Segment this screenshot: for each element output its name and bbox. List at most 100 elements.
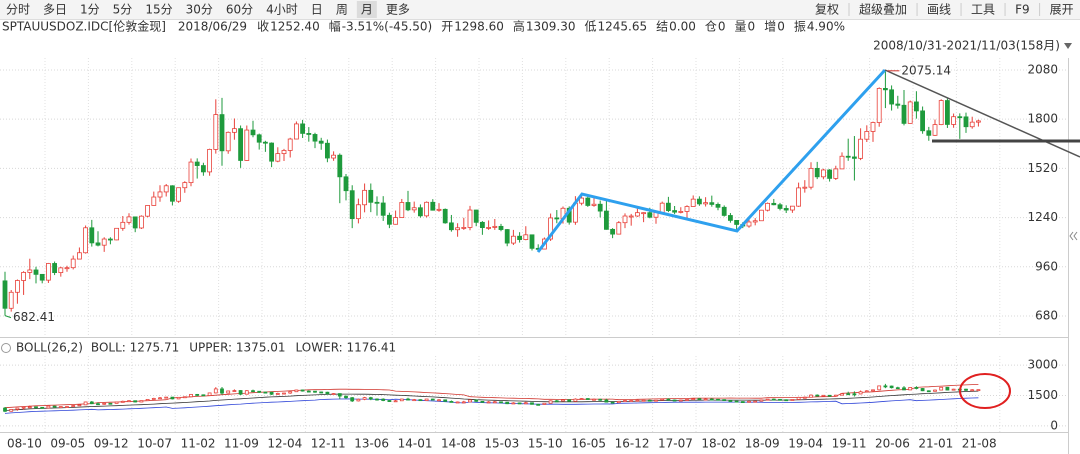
period-tab[interactable]: 60分 [226,3,253,17]
candle-body [858,138,863,159]
toolbar-button[interactable]: 画线 [927,3,951,17]
candle-body [629,400,634,403]
highlight-circle [959,373,1011,409]
candle-body [871,389,875,392]
candle-body [194,161,200,166]
period-tab[interactable]: 15分 [145,3,172,17]
candle-body [635,212,640,217]
candle-body [362,189,368,206]
candle-body [616,400,621,404]
candle-body [64,267,70,270]
candle-body [325,391,330,395]
candle-body [176,396,181,400]
candle-body [200,165,206,173]
info-label: 量 [735,20,747,34]
candle-body [902,387,906,391]
info-value: 4.90% [807,20,845,34]
x-tick-label: 11-02 [181,437,216,451]
candle-body [827,394,832,397]
info-label: 收 [257,20,269,34]
candle-body [970,389,975,392]
candle-body [139,400,144,403]
period-tab[interactable]: 日 [311,3,323,17]
period-tab[interactable]: 分时 [6,3,30,17]
candle-body [355,204,361,220]
toolbar-button[interactable]: 复权 [815,3,839,17]
x-tick-label: 19-11 [832,437,867,451]
candle-body [536,403,541,406]
candle-body [437,399,441,402]
x-tick-label: 15-03 [484,437,519,451]
candle-body [778,398,782,401]
candle-body [709,398,714,401]
candle-body [145,205,151,217]
candle-body [350,397,355,402]
info-label: 仓 [705,20,717,34]
candle-body [455,401,460,404]
period-tab[interactable]: 周 [336,3,348,17]
candle-body [225,131,231,152]
toolbar-button[interactable]: 超级叠加 [859,2,907,17]
candle-body [126,216,132,223]
period-tab[interactable]: 月 [361,3,373,17]
candle-body [486,227,492,229]
candle-body [114,401,119,404]
help-icon[interactable] [1,343,11,353]
candle-body [393,400,398,403]
candle-body [46,263,51,281]
candle-body [641,212,646,215]
candle-body [344,395,348,399]
candle-body [511,402,516,405]
x-tick-label: 17-07 [658,437,693,451]
candle-body [963,116,969,128]
trend-line [536,68,887,253]
symbol: SPTAUUSDOZ.IDC[伦敦金现] [2,19,166,34]
candle-body [95,242,101,246]
period-tab[interactable]: 多日 [43,3,67,17]
period-tab[interactable]: 更多 [386,3,410,17]
x-tick-label: 08-10 [7,437,42,451]
candle-body [52,263,57,274]
candle-body [759,399,764,402]
toolbar-button[interactable]: 工具 [971,3,995,17]
period-tab[interactable]: 5分 [113,3,133,17]
candle-body [158,397,162,400]
info-value: -3.51%(-45.50) [342,20,433,34]
period-tab[interactable]: 30分 [186,3,213,17]
candle-body [765,398,770,401]
date: 2018/06/29 [178,20,247,34]
high-label: 2075.14 [901,63,951,77]
y-tick-label: 2080 [1027,62,1058,76]
candle-body [232,390,237,392]
x-tick-label: 18-09 [745,437,780,451]
candle-body [914,101,919,112]
candle-body [461,227,467,229]
period-tab[interactable]: 1分 [80,3,100,17]
toolbar-button[interactable]: F9 [1015,3,1030,17]
candle-body [492,401,497,404]
candle-body [722,399,727,402]
candle-body [133,400,138,403]
candle-body [52,405,57,408]
candle-body [262,141,268,144]
candle-body [405,202,411,211]
candle-body [424,201,430,217]
candle-body [567,399,572,402]
candle-body [436,208,442,211]
info-value: 1309.30 [526,20,576,34]
candle-body [932,124,938,136]
candle-body [827,169,832,179]
toolbar-button[interactable]: 展开 [1050,3,1074,17]
candle-body [659,202,665,213]
collapse-icon[interactable] [1069,231,1078,241]
period-tab[interactable]: 4小时 [266,3,298,17]
candle-body [814,167,820,178]
candle-body [9,409,14,412]
candle-body [951,116,956,125]
candle-body [399,202,405,218]
candle-body [623,400,627,403]
date-range[interactable]: 2008/10/31-2021/11/03(158月) [873,39,1060,53]
range-dropdown[interactable] [1064,43,1072,49]
candle-body [548,400,553,404]
candle-body [182,182,188,189]
